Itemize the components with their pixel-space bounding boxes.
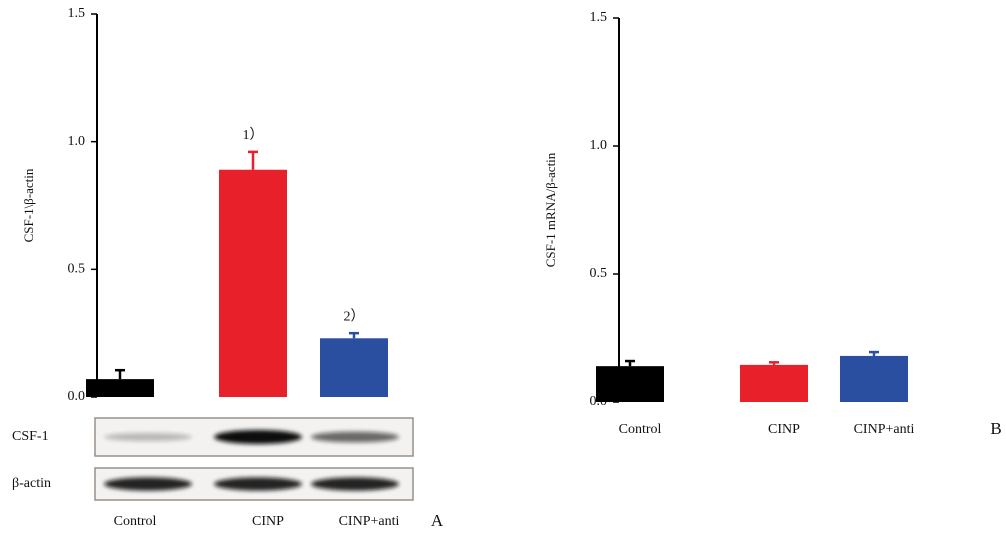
bar: [86, 379, 154, 397]
y-tick-label: 0.5: [68, 262, 86, 277]
page: 0.0 0.5 1.0 1.5 CSF-1\β-actin Control 1） CINP 2）…: [0, 0, 1006, 535]
bar: [219, 170, 287, 397]
x-tick-label: CINP: [252, 514, 284, 529]
bar: [840, 356, 908, 402]
blot-label: β-actin: [12, 476, 51, 491]
panel-label: A: [431, 511, 444, 530]
panel-label: B: [990, 419, 1001, 438]
x-tick-label: CINP: [768, 422, 800, 437]
bar: [740, 365, 808, 402]
y-tick-label: 1.0: [68, 134, 86, 149]
y-tick-label: 0.0: [68, 389, 86, 404]
y-tick-label: 1.0: [590, 138, 608, 153]
figure: 0.0 0.5 1.0 1.5 CSF-1\β-actin Control 1） CINP 2）…: [0, 0, 1006, 535]
y-tick-label: 1.5: [590, 10, 608, 25]
blot-band: [214, 430, 302, 444]
x-tick-label: CINP+anti: [339, 514, 400, 529]
bar: [596, 366, 664, 402]
bar: [320, 338, 388, 397]
blot-band: [104, 477, 192, 490]
significance-label: 2）: [344, 308, 365, 324]
y-tick-label: 1.5: [68, 6, 86, 21]
blot-band: [311, 432, 399, 443]
x-tick-label: Control: [619, 422, 662, 437]
x-tick-label: Control: [114, 514, 157, 529]
y-axis-label: CSF-1\β-actin: [21, 168, 36, 242]
y-axis-label: CSF-1 mRNA/β-actin: [543, 152, 558, 267]
significance-label: 1）: [243, 127, 264, 143]
blot-label: CSF-1: [12, 429, 49, 444]
blot-band: [214, 477, 302, 490]
blot-band: [311, 477, 399, 490]
blot-band: [104, 433, 192, 441]
y-tick-label: 0.5: [590, 266, 608, 281]
x-tick-label: CINP+anti: [854, 422, 915, 437]
